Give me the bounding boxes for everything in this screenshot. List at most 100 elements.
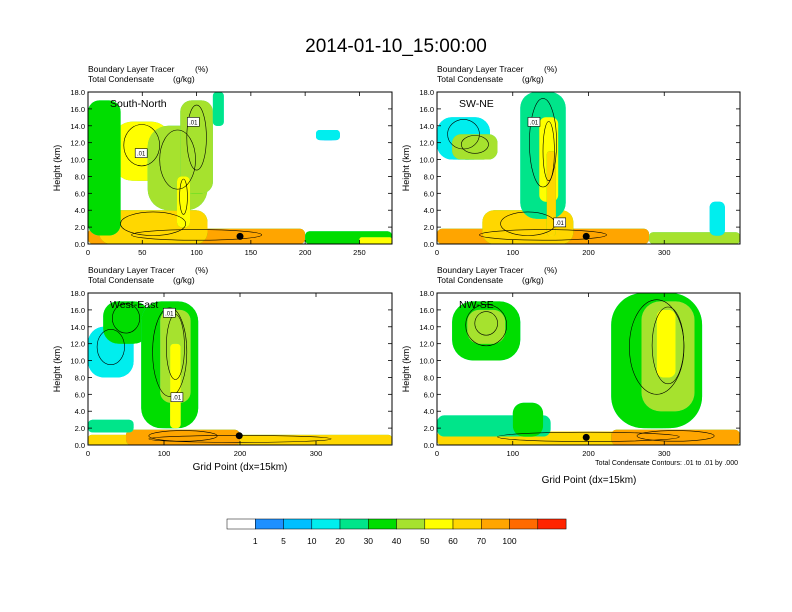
y-tick-label: 0.0 bbox=[424, 441, 434, 450]
y-tick-label: 16.0 bbox=[419, 105, 434, 114]
x-tick-label: 200 bbox=[582, 248, 595, 257]
shading-blob bbox=[611, 429, 740, 445]
colorbar-swatch bbox=[226, 518, 256, 530]
condensate-contour bbox=[465, 304, 508, 347]
y-tick-label: 0.0 bbox=[75, 441, 85, 450]
unit-2: (g/kg) bbox=[173, 275, 195, 285]
y-tick-label: 16.0 bbox=[70, 306, 85, 315]
y-axis-label: Height (km) bbox=[52, 145, 62, 192]
contour-label-box bbox=[170, 392, 184, 403]
y-tick-label: 10.0 bbox=[70, 156, 85, 165]
location-marker bbox=[582, 232, 590, 240]
x-tick-label: 100 bbox=[506, 248, 519, 257]
shading-blob bbox=[467, 309, 506, 344]
x-tick-label: 300 bbox=[658, 449, 671, 458]
y-tick-label: 0.0 bbox=[424, 240, 434, 249]
y-tick-label: 4.0 bbox=[424, 407, 434, 416]
condensate-contour bbox=[123, 124, 160, 167]
panel-label: West-East bbox=[110, 299, 158, 311]
y-tick-label: 18.0 bbox=[70, 289, 85, 298]
shading-blob bbox=[512, 402, 544, 437]
y-tick-label: 12.0 bbox=[70, 340, 85, 349]
x-axis-label-left: Grid Point (dx=15km) bbox=[193, 462, 288, 473]
colorbar-label: 5 bbox=[281, 536, 286, 546]
y-tick-label: 14.0 bbox=[419, 122, 434, 131]
unit-2: (g/kg) bbox=[173, 74, 195, 84]
condensate-contour bbox=[96, 328, 125, 365]
y-axis-label: Height (km) bbox=[52, 346, 62, 393]
unit-1: (%) bbox=[544, 64, 557, 74]
panel-label: South-North bbox=[110, 98, 167, 110]
plot-frame bbox=[87, 91, 393, 245]
left-title-1: Boundary Layer Tracer bbox=[437, 64, 524, 74]
y-tick-label: 8.0 bbox=[424, 172, 434, 181]
x-tick-label: 0 bbox=[435, 449, 439, 458]
colorbar-label: 20 bbox=[335, 536, 345, 546]
colorbar-swatch bbox=[311, 518, 341, 530]
colorbar: 1 5 10 20 30 40 50 60 70 100 bbox=[226, 518, 567, 546]
condensate-contour bbox=[186, 104, 207, 171]
colorbar-label: 100 bbox=[502, 536, 516, 546]
y-tick-label: 8.0 bbox=[424, 373, 434, 382]
colorbar-swatch bbox=[396, 518, 426, 530]
colorbar-label: 30 bbox=[364, 536, 374, 546]
y-tick-label: 4.0 bbox=[75, 407, 85, 416]
contour-label-box bbox=[553, 217, 567, 228]
contour-label: .01 bbox=[173, 396, 182, 402]
figure-title: 2014-01-10_15:00:00 bbox=[305, 36, 487, 57]
y-tick-label: 6.0 bbox=[75, 189, 85, 198]
shading-blob bbox=[103, 301, 149, 344]
y-tick-label: 12.0 bbox=[70, 139, 85, 148]
left-title-1: Boundary Layer Tracer bbox=[88, 64, 175, 74]
shading-blob bbox=[88, 419, 134, 433]
x-tick-label: 300 bbox=[310, 449, 323, 458]
condensate-contour bbox=[159, 129, 196, 190]
left-title-2: Total Condensate bbox=[437, 275, 503, 285]
y-axis-label: Height (km) bbox=[401, 346, 411, 393]
condensate-contour bbox=[120, 211, 187, 236]
contour-label-box bbox=[134, 148, 148, 158]
condensate-contour bbox=[179, 178, 188, 215]
x-tick-label: 0 bbox=[86, 248, 90, 257]
condensate-contour bbox=[542, 121, 555, 182]
x-tick-label: 0 bbox=[435, 248, 439, 257]
condensate-contour bbox=[460, 135, 489, 154]
contour-label: .01 bbox=[556, 221, 565, 227]
panel-west-east: .01 .01 0.0 2.0 4.0 6.0 8.0 10.0 12.0 14.0 16.0 18.… bbox=[52, 265, 393, 458]
shading-blob bbox=[656, 309, 676, 378]
left-title-2: Total Condensate bbox=[88, 275, 154, 285]
y-tick-label: 2.0 bbox=[424, 424, 434, 433]
y-tick-label: 8.0 bbox=[75, 373, 85, 382]
colorbar-swatch bbox=[368, 518, 397, 530]
condensate-contour bbox=[479, 229, 607, 241]
shading-blob bbox=[170, 343, 181, 429]
colorbar-label: 1 bbox=[253, 536, 258, 546]
unit-1: (%) bbox=[195, 64, 208, 74]
left-title-2: Total Condensate bbox=[88, 74, 154, 84]
x-axis-label-right: Grid Point (dx=15km) bbox=[542, 475, 637, 486]
y-tick-label: 10.0 bbox=[70, 357, 85, 366]
shading-blob bbox=[709, 201, 725, 236]
y-tick-label: 14.0 bbox=[70, 323, 85, 332]
left-title-1: Boundary Layer Tracer bbox=[88, 265, 175, 275]
y-tick-label: 4.0 bbox=[75, 206, 85, 215]
y-tick-label: 14.0 bbox=[419, 323, 434, 332]
colorbar-swatch bbox=[537, 518, 567, 530]
colorbar-swatch bbox=[283, 518, 313, 530]
y-tick-label: 2.0 bbox=[75, 424, 85, 433]
panel-nw-se: 0.0 2.0 4.0 6.0 8.0 10.0 12.0 14.0 16.0 18.0 0 100 2… bbox=[401, 265, 741, 458]
x-tick-label: 250 bbox=[353, 248, 366, 257]
contour-label: .01 bbox=[189, 120, 198, 126]
panel-south-north: .01 .01 0.0 2.0 4.0 6.0 8.0 10.0 12.0 14.0 16.0 18.… bbox=[52, 64, 393, 257]
x-tick-label: 0 bbox=[86, 449, 90, 458]
y-tick-label: 6.0 bbox=[424, 390, 434, 399]
y-tick-label: 18.0 bbox=[419, 289, 434, 298]
x-tick-label: 150 bbox=[245, 248, 258, 257]
contour-label: .01 bbox=[137, 152, 146, 158]
x-tick-label: 100 bbox=[158, 449, 171, 458]
condensate-contour bbox=[148, 430, 218, 442]
x-tick-label: 100 bbox=[506, 449, 519, 458]
shading-blob bbox=[126, 429, 240, 445]
shading-blob bbox=[212, 92, 224, 126]
